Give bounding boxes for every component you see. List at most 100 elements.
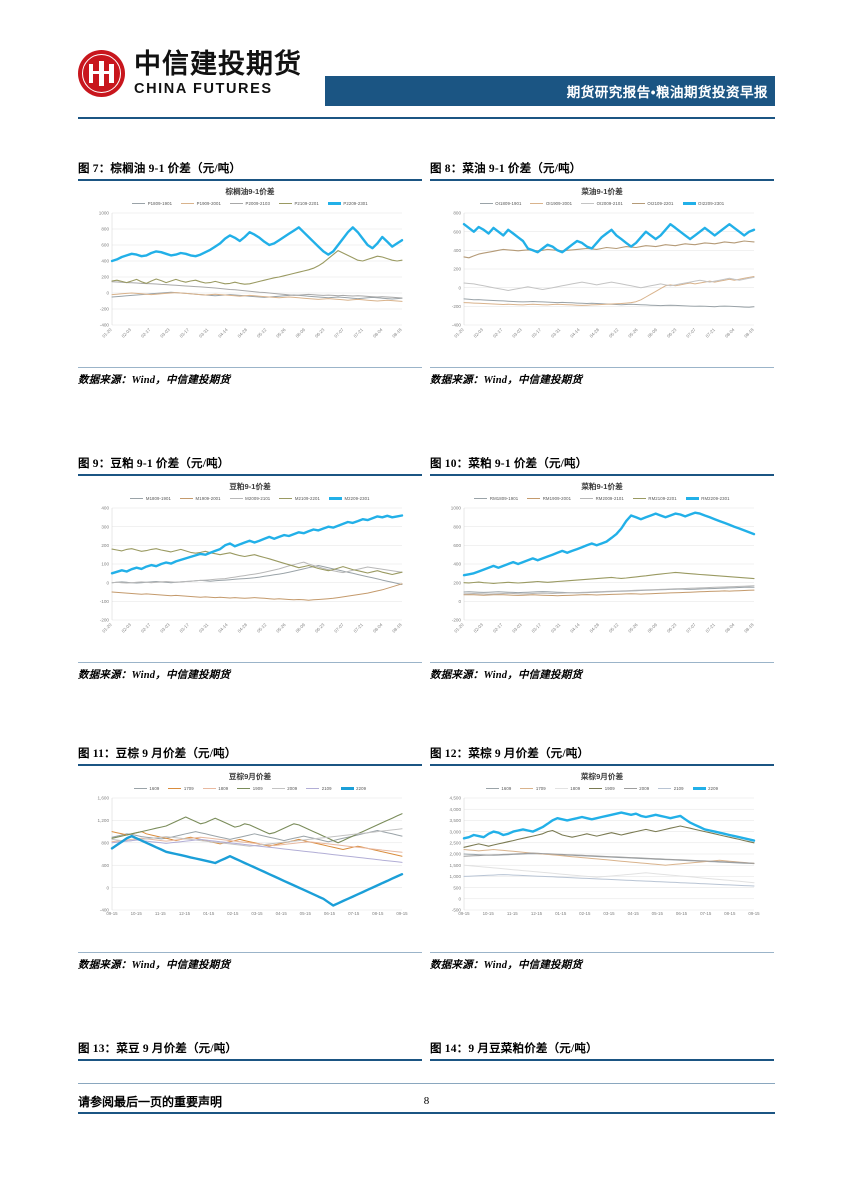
legend-label: M1809-1901 (145, 496, 172, 501)
legend-item: RM2109-2201 (632, 496, 677, 501)
figure-caption-rule (78, 764, 422, 766)
svg-text:03-31: 03-31 (198, 622, 210, 634)
chart-title: 豆棕9月价差 (228, 772, 272, 781)
chart-legend: M1809-1901 M1909-2001 M2009-2101 M2109-2201… (78, 496, 422, 501)
svg-text:-400: -400 (452, 323, 462, 328)
svg-text:02-17: 02-17 (140, 327, 152, 339)
svg-text:02-17: 02-17 (492, 622, 504, 634)
legend-label: OI1909-2001 (545, 201, 573, 206)
svg-text:01-20: 01-20 (453, 327, 465, 339)
legend-label: 1809 (218, 786, 229, 791)
svg-text:05-26: 05-26 (627, 327, 639, 339)
svg-text:0: 0 (106, 580, 109, 585)
chart-plot-area: 1,600 1,200 800 400 0 -400 09-15 10-15 11-15 12-1… (78, 794, 422, 950)
chart-legend: RM1809-1901 RM1909-2001 RM2009-2101 RM2109-… (430, 496, 774, 501)
svg-text:800: 800 (101, 227, 109, 232)
svg-text:100: 100 (101, 562, 109, 567)
legend-item: 1709 (168, 786, 194, 791)
svg-text:08-04: 08-04 (372, 327, 384, 339)
source-rule (78, 367, 422, 368)
legend-item: 2109 (306, 786, 332, 791)
svg-text:01-20: 01-20 (453, 622, 465, 634)
svg-text:02-15: 02-15 (579, 911, 591, 916)
svg-text:10-15: 10-15 (131, 911, 143, 916)
svg-text:08-15: 08-15 (372, 911, 384, 916)
svg-text:0: 0 (458, 599, 461, 604)
svg-text:08-04: 08-04 (372, 622, 384, 634)
svg-text:400: 400 (101, 506, 109, 511)
svg-text:400: 400 (101, 863, 109, 868)
header-banner-title: 期货研究报告•粮油期货投资早报 (566, 85, 768, 100)
svg-text:04-15: 04-15 (276, 911, 288, 916)
legend-item: RM1809-1901 (474, 496, 518, 501)
svg-text:07-21: 07-21 (705, 622, 717, 634)
figure-caption: 图 10：菜粕 9-1 价差（元/吨） (430, 458, 588, 470)
svg-text:05-12: 05-12 (608, 622, 620, 634)
legend-item: M2009-2101 (229, 496, 271, 501)
svg-text:06-23: 06-23 (666, 327, 678, 339)
chart-plot-area: 1000 800 600 400 200 0 -200 -400 01-20 02-03 02-17… (78, 209, 422, 365)
legend-swatch (168, 787, 182, 790)
svg-text:07-07: 07-07 (685, 327, 697, 339)
legend-swatch (229, 497, 243, 500)
svg-text:-200: -200 (100, 618, 110, 623)
legend-item: P1809-1901 (132, 201, 172, 206)
svg-text:02-17: 02-17 (140, 622, 152, 634)
legend-swatch (202, 787, 216, 790)
legend-label: M1909-2001 (195, 496, 221, 501)
source-note: 数据来源：Wind，中信建投期货 (78, 960, 231, 971)
svg-text:800: 800 (453, 211, 461, 216)
chart-legend: 1609 1709 1809 1909 2009 2109 2209 (78, 786, 422, 791)
svg-text:600: 600 (101, 243, 109, 248)
svg-text:06-15: 06-15 (324, 911, 336, 916)
legend-swatch (485, 787, 499, 790)
legend-swatch (271, 787, 285, 790)
legend-swatch (230, 202, 244, 205)
legend-item: P2009-2103 (230, 201, 270, 206)
svg-text:07-07: 07-07 (333, 327, 345, 339)
svg-text:07-07: 07-07 (333, 622, 345, 634)
legend-item: 1909 (589, 786, 615, 791)
svg-text:08-15: 08-15 (724, 911, 736, 916)
legend-label: 1709 (535, 786, 546, 791)
svg-text:04-28: 04-28 (589, 622, 601, 634)
legend-item: OI2009-2101 (581, 201, 623, 206)
svg-text:05-12: 05-12 (256, 327, 268, 339)
svg-text:02-15: 02-15 (227, 911, 239, 916)
logo-chinese-name: 中信建投期货 (134, 48, 302, 79)
svg-text:02-03: 02-03 (473, 622, 485, 634)
svg-text:04-28: 04-28 (589, 327, 601, 339)
legend-item: OI1809-1901 (479, 201, 522, 206)
svg-text:04-14: 04-14 (569, 622, 581, 634)
svg-text:03-03: 03-03 (511, 622, 523, 634)
svg-text:07-15: 07-15 (700, 911, 712, 916)
legend-swatch (279, 497, 293, 500)
legend-label: P2109-2201 (294, 201, 319, 206)
legend-item: 2109 (658, 786, 684, 791)
chart-container: 豆粕9-1价差 M1809-1901 M1909-2001 M2009-2101 M21… (78, 476, 422, 660)
legend-swatch (631, 202, 645, 205)
svg-text:08-04: 08-04 (724, 327, 736, 339)
source-rule (430, 952, 774, 953)
figure-block-9: 图 9：豆粕 9-1 价差（元/吨） 豆粕9-1价差 M1809-1901 M1909… (78, 455, 422, 682)
chart-container: 豆棕9月价差 1609 1709 1809 1909 2009 2109 2209 1,600 1… (78, 766, 422, 950)
svg-text:06-09: 06-09 (295, 622, 307, 634)
svg-text:4,000: 4,000 (450, 807, 462, 812)
svg-text:12-15: 12-15 (531, 911, 543, 916)
figure-caption-rule (430, 179, 774, 181)
figure-caption: 图 11：豆棕 9 月价差（元/吨） (78, 748, 237, 760)
legend-item: OI1909-2001 (530, 201, 572, 206)
legend-label: P2209-2301 (343, 201, 368, 206)
svg-text:03-17: 03-17 (531, 327, 543, 339)
source-note: 数据来源：Wind，中信建投期货 (430, 960, 583, 971)
footer-disclaimer: 请参阅最后一页的重要声明 (78, 1094, 223, 1109)
chart-title: 菜棕9月价差 (580, 772, 624, 781)
header-banner: 期货研究报告•粮油期货投资早报 (325, 76, 775, 106)
legend-label: 2009 (639, 786, 650, 791)
svg-text:09-15: 09-15 (106, 911, 118, 916)
svg-text:1,200: 1,200 (98, 818, 110, 823)
legend-swatch (623, 787, 637, 790)
figure-block-14: 图 14：9 月豆菜粕价差（元/吨） (430, 1040, 774, 1061)
source-rule (430, 367, 774, 368)
legend-item: OI2209-2301 (682, 201, 725, 206)
